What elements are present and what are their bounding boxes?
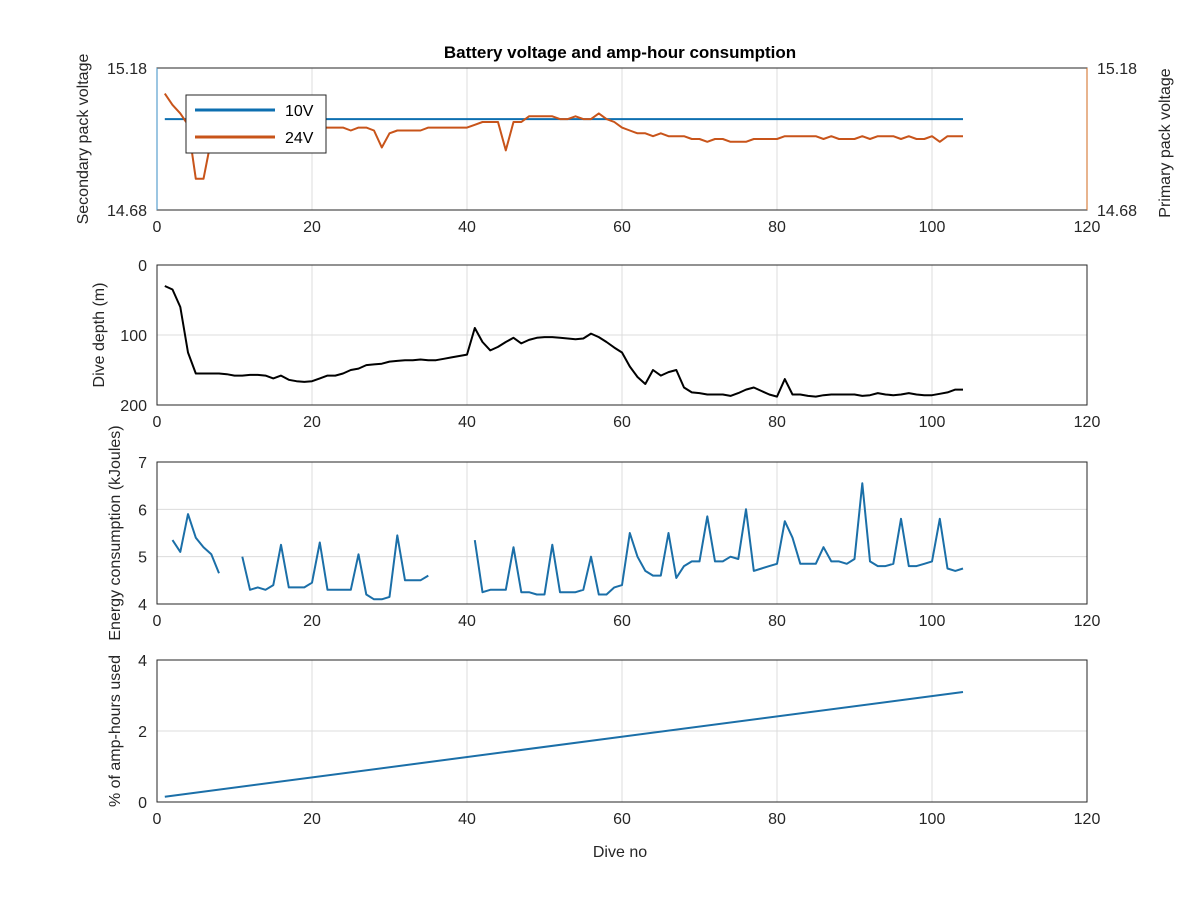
y-tick-label: 200 xyxy=(120,398,147,415)
y-axis-label: Secondary pack voltage xyxy=(75,54,92,225)
plot-frame xyxy=(156,461,1088,605)
y-tick-label: 0 xyxy=(138,258,147,275)
y-tick-label: 0 xyxy=(138,795,147,812)
y-tick-label: 6 xyxy=(138,502,147,519)
plot-frame xyxy=(156,264,1088,406)
x-tick-label: 100 xyxy=(919,811,946,828)
x-tick-label: 120 xyxy=(1074,811,1101,828)
legend: 10V 24V xyxy=(185,94,327,154)
y-axis-label: Energy consumption (kJoules) xyxy=(107,425,124,640)
series-line xyxy=(164,285,963,398)
chart-panel-2: 0 20 40 60 80 100 120 0 100 200 Dive depth (m) xyxy=(91,258,1100,431)
y-tick-label: 15.18 xyxy=(107,61,147,78)
x-tick-label: 20 xyxy=(303,613,321,630)
x-tick-label: 120 xyxy=(1074,414,1101,431)
x-tick-label: 0 xyxy=(153,613,162,630)
x-tick-label: 20 xyxy=(303,811,321,828)
series-line xyxy=(164,691,964,798)
legend-label: 10V xyxy=(285,103,314,120)
y-right-tick-label: 15.18 xyxy=(1097,61,1137,78)
x-tick-label: 40 xyxy=(458,414,476,431)
x-tick-label: 20 xyxy=(303,219,321,236)
chart-panel-1: 0 20 40 60 80 100 12014.6815.1814.6815.18Secon… xyxy=(75,54,1174,236)
x-tick-label: 0 xyxy=(153,414,162,431)
y-tick-label: 100 xyxy=(120,328,147,345)
y-right-tick-label: 14.68 xyxy=(1097,203,1137,220)
x-tick-label: 60 xyxy=(613,414,631,431)
x-tick-label: 60 xyxy=(613,219,631,236)
series-line xyxy=(171,482,964,601)
y-axis-label: Dive depth (m) xyxy=(91,283,108,388)
plot-frame xyxy=(156,659,1088,803)
y-right-axis-label: Primary pack voltage xyxy=(1157,68,1174,217)
y-tick-label: 4 xyxy=(138,597,147,614)
chart-title: Battery voltage and amp-hour consumption xyxy=(444,43,796,62)
x-tick-label: 80 xyxy=(768,414,786,431)
x-tick-label: 120 xyxy=(1074,613,1101,630)
y-tick-label: 2 xyxy=(138,724,147,741)
x-tick-label: 20 xyxy=(303,414,321,431)
x-tick-label: 120 xyxy=(1074,219,1101,236)
x-tick-label: 100 xyxy=(919,414,946,431)
chart-panel-3: 0 20 40 60 80 100 120 4 5 6 7 Energy consumption (k… xyxy=(107,425,1100,640)
x-tick-label: 80 xyxy=(768,811,786,828)
x-tick-label: 40 xyxy=(458,613,476,630)
y-tick-label: 5 xyxy=(138,550,147,567)
chart-panel-4: 0 20 40 60 80 100 120 0 2 4 % of amp-hours used xyxy=(107,653,1100,828)
x-tick-label: 40 xyxy=(458,811,476,828)
x-tick-label: 0 xyxy=(153,219,162,236)
y-tick-label: 4 xyxy=(138,653,147,670)
x-tick-label: 60 xyxy=(613,613,631,630)
y-axis-label: % of amp-hours used xyxy=(107,655,124,807)
x-tick-label: 100 xyxy=(919,219,946,236)
legend-label: 24V xyxy=(285,130,314,147)
x-tick-label: 40 xyxy=(458,219,476,236)
x-tick-label: 80 xyxy=(768,613,786,630)
x-tick-label: 60 xyxy=(613,811,631,828)
y-tick-label: 14.68 xyxy=(107,203,147,220)
x-tick-label: 100 xyxy=(919,613,946,630)
x-tick-label: 80 xyxy=(768,219,786,236)
x-axis-label: Dive no xyxy=(593,844,647,861)
x-tick-label: 0 xyxy=(153,811,162,828)
y-tick-label: 7 xyxy=(138,455,147,472)
legend-box xyxy=(185,94,327,154)
